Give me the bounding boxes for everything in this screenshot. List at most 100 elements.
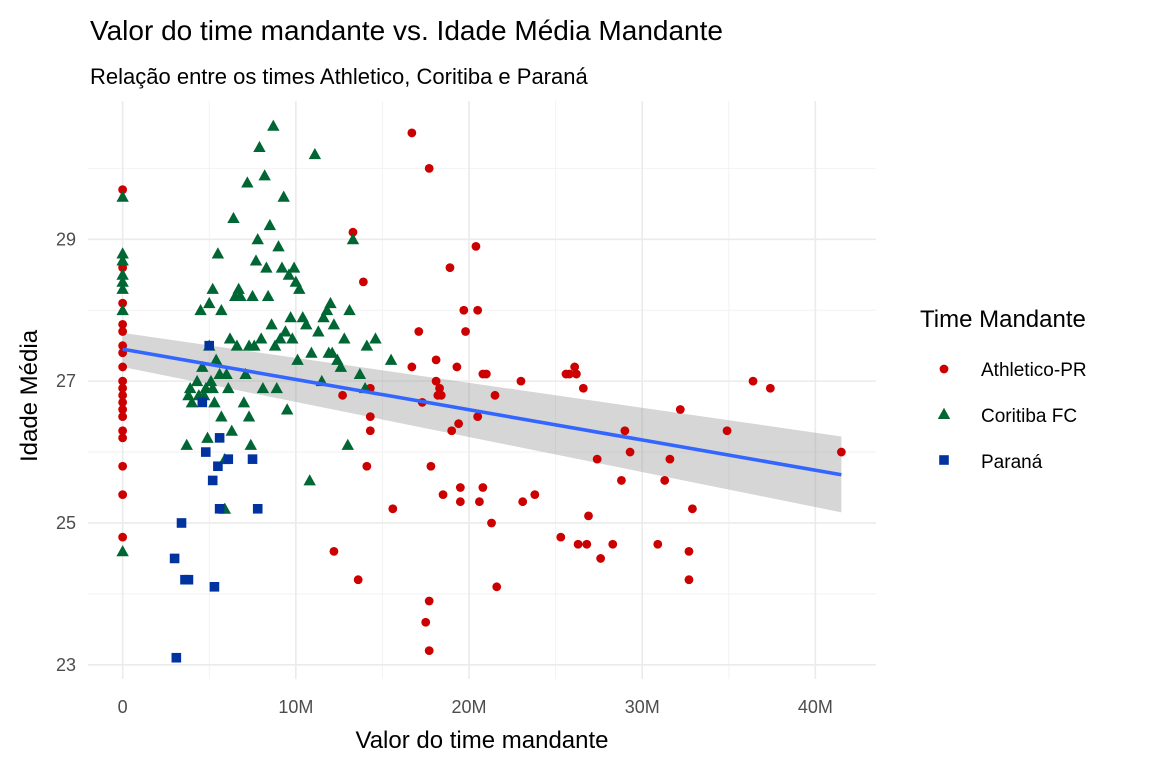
athletico-point [478,483,488,492]
athletico-point [438,490,448,500]
athletico-point [436,390,446,400]
athletico-point [414,327,424,336]
y-tick-label: 29 [56,229,76,249]
coritiba-point [320,304,334,316]
coritiba-point [232,282,245,294]
athletico-point [118,490,128,500]
coritiba-point [341,438,354,450]
parana-point [223,454,234,464]
athletico-point [492,582,502,592]
coritiba-point [241,176,254,188]
coritiba-point [237,396,251,408]
coritiba-point [277,190,290,202]
athletico-point [424,163,434,173]
x-axis-label: Valor do time mandante [355,727,608,754]
athletico-point [338,390,347,400]
athletico-point [487,518,496,528]
coritiba-point [261,289,275,301]
athletico-point [617,476,626,485]
coritiba-point [384,353,398,365]
athletico-point [353,575,363,585]
legend-label-parana: Paraná [981,452,1043,473]
athletico-point [481,369,491,379]
coritiba-point [317,311,330,323]
athletico-point [358,277,368,287]
coritiba-point [225,424,238,436]
coritiba-point [204,374,218,387]
coritiba-point [116,304,129,316]
athletico-point [625,447,635,457]
coritiba-point [223,332,237,344]
coritiba-point [242,410,256,422]
coritiba-point [312,325,325,337]
athletico-point [530,490,540,500]
coritiba-point [220,367,233,380]
athletico-point [329,546,339,556]
athletico-point [421,617,431,627]
athletico-point [452,362,462,372]
athletico-point [435,383,444,393]
coritiba-point [234,289,247,301]
athletico-point [459,305,469,315]
coritiba-point [251,233,264,245]
coritiba-point [324,296,337,309]
legend-label-coritiba: Coritiba FC [981,406,1077,427]
athletico-point [118,426,128,436]
athletico-point [118,185,128,195]
athletico-point [454,419,464,429]
coritiba-point [206,382,219,394]
athletico-point [118,398,128,407]
coritiba-point [305,346,318,358]
confidence-ribbon [122,332,842,513]
coritiba-point [116,268,129,280]
coritiba-point [293,282,306,294]
athletico-point [118,433,128,443]
x-tick-label: 30M [625,697,660,717]
x-tick-label: 20M [452,697,487,717]
parana-point [209,582,220,592]
regression-line-group [122,347,842,477]
athletico-point [426,461,436,471]
coritiba-point [346,233,360,245]
coritiba-point [308,147,322,160]
athletico-point [455,497,465,507]
parana-point [214,503,225,514]
coritiba-point [116,275,129,287]
athletico-point [461,327,470,336]
parana-point [197,397,208,408]
athletico-point [490,390,500,400]
athletico-point [516,376,526,386]
coritiba-point [325,346,339,358]
athletico-point [748,376,758,386]
coritiba-point [254,332,268,344]
x-tick-label: 10M [278,697,313,717]
coritiba-point [253,140,266,153]
coritiba-point [196,360,209,372]
athletico-point [362,461,372,471]
athletico-point [578,383,588,393]
parana-point [207,475,218,486]
coritiba-point [197,389,211,401]
parana-point [200,447,211,457]
athletico-point [582,539,592,549]
coritiba-point [211,247,225,259]
coritiba-point [291,353,304,365]
chart-subtitle: Relação entre os times Athletico, Coriti… [90,64,588,89]
coritiba-point [284,311,297,323]
y-axis-label: Idade Média [16,329,43,462]
coritiba-point [268,339,282,351]
parana-point [176,518,187,528]
parana-point [169,553,180,564]
coritiba-point [275,261,289,273]
athletico-point [118,362,128,372]
coritiba-point [201,431,214,443]
coritiba-point [249,254,263,266]
athletico-point [118,319,128,329]
y-tick-label: 27 [56,371,76,391]
coritiba-point [208,396,221,408]
grid [88,101,876,679]
athletico-point [365,412,375,421]
coritiba-point [203,296,216,309]
coritiba-point [194,304,207,316]
athletico-point [765,383,775,393]
